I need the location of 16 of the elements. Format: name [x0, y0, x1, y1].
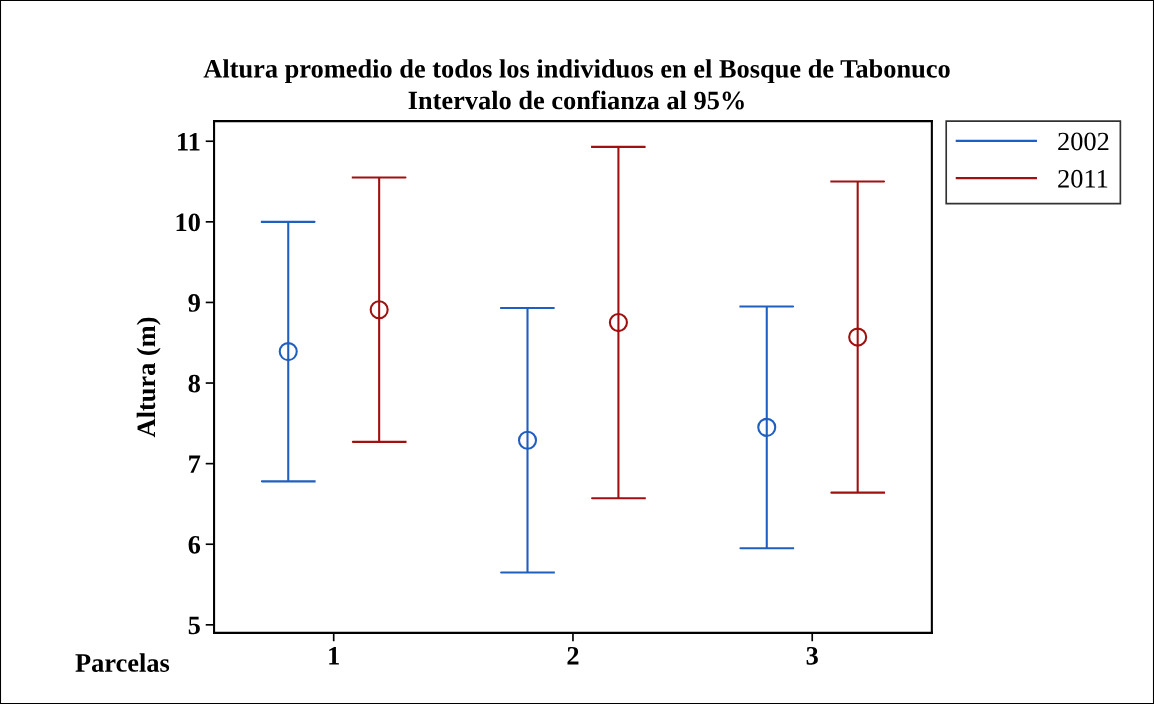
- legend-label: 2002: [1058, 132, 1109, 151]
- chart-subtitle: Intervalo de confianza al 95%: [408, 90, 744, 110]
- y-tick-label: 9: [188, 294, 200, 312]
- legend-label: 2011: [1058, 169, 1108, 188]
- y-tick-label: 7: [189, 455, 201, 473]
- y-tick-label: 8: [188, 374, 200, 393]
- x-tick-label: 3: [806, 646, 818, 665]
- chart-title: Altura promedio de todos los individuos en el Bosque de Tabonuco: [203, 59, 950, 84]
- x-tick-label: 2: [567, 646, 579, 665]
- x-tick-label: 1: [329, 646, 339, 665]
- y-tick-label: 6: [188, 535, 201, 554]
- y-axis-title: Altura (m): [136, 317, 161, 438]
- y-tick-label: 10: [176, 213, 200, 232]
- x-axis-title: Parcelas: [75, 653, 170, 672]
- y-tick-label: 5: [188, 616, 200, 635]
- y-tick-label: 11: [178, 132, 200, 151]
